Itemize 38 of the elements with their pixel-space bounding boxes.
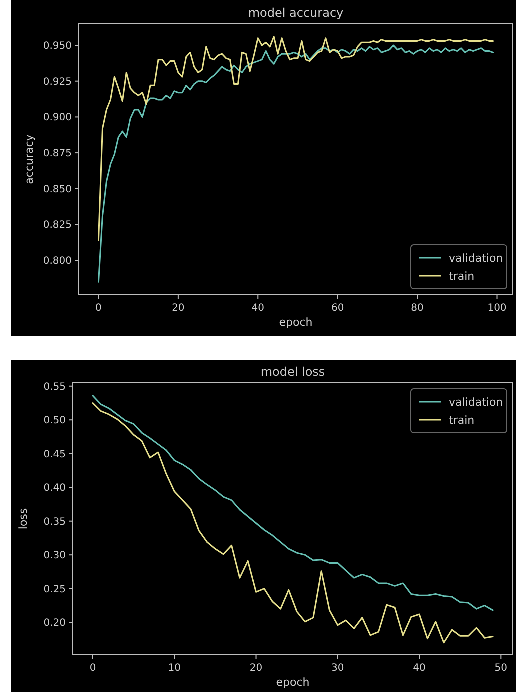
y-tick-label: 0.800 (43, 256, 72, 268)
y-tick-label: 0.45 (44, 449, 66, 460)
x-tick-label: 40 (413, 663, 426, 674)
y-axis-title: accuracy (23, 134, 36, 184)
y-tick-label: 0.20 (44, 618, 66, 630)
x-tick-label: 100 (488, 303, 507, 314)
legend-label: train (449, 270, 475, 283)
x-tick-label: 40 (252, 303, 265, 314)
x-tick-label: 20 (172, 303, 185, 314)
y-tick-label: 0.950 (43, 41, 72, 52)
y-tick-label: 0.825 (43, 220, 72, 232)
x-axis-title: epoch (276, 676, 310, 689)
x-tick-label: 20 (250, 663, 263, 674)
chart-title: model loss (260, 365, 326, 379)
y-tick-label: 0.900 (43, 112, 72, 124)
legend-label: validation (449, 252, 504, 265)
y-axis-title: loss (17, 508, 30, 530)
y-tick-label: 0.35 (44, 516, 66, 528)
y-tick-label: 0.925 (43, 76, 72, 88)
x-axis-title: epoch (279, 316, 313, 329)
legend-label: train (449, 414, 475, 427)
y-tick-label: 0.55 (44, 382, 66, 393)
y-tick-label: 0.25 (44, 584, 66, 596)
y-tick-label: 0.850 (43, 184, 72, 196)
x-tick-label: 30 (332, 663, 344, 674)
y-tick-label: 0.30 (44, 550, 66, 562)
x-tick-label: 10 (168, 663, 181, 674)
x-tick-label: 0 (90, 663, 96, 674)
x-tick-label: 50 (494, 663, 508, 674)
y-tick-label: 0.875 (43, 148, 72, 160)
y-tick-label: 0.40 (44, 483, 66, 494)
x-tick-label: 60 (331, 303, 344, 314)
legend-label: validation (449, 396, 504, 409)
chart-title: model accuracy (248, 6, 344, 20)
line-series (98, 36, 494, 242)
x-tick-label: 0 (96, 303, 102, 314)
x-tick-label: 80 (411, 303, 424, 314)
y-tick-label: 0.50 (44, 416, 66, 427)
